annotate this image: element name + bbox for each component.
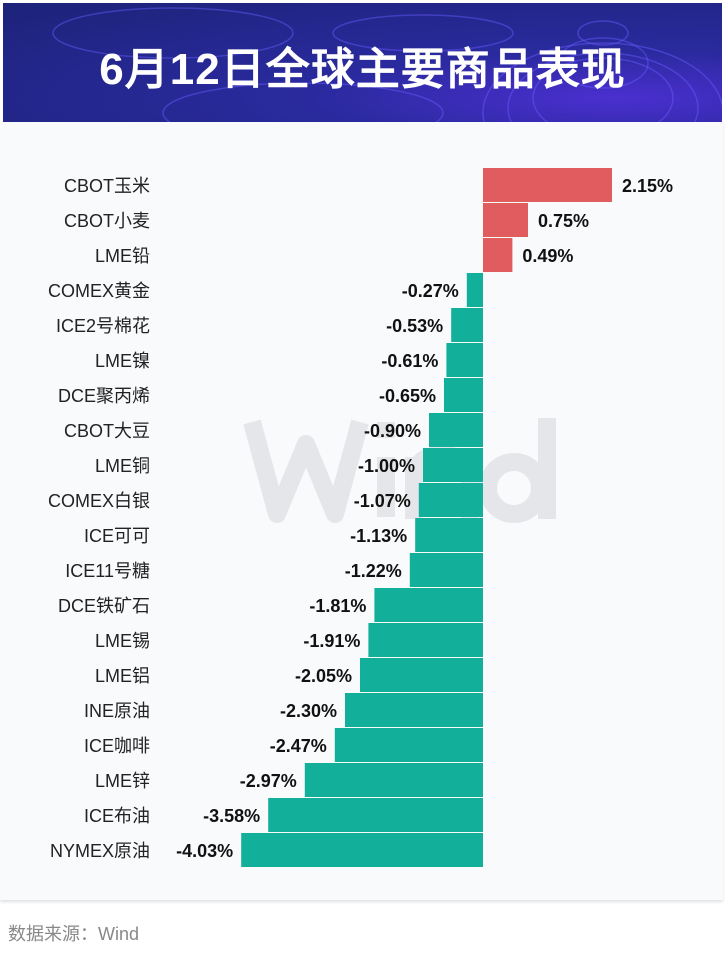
category-label: CBOT大豆 — [64, 421, 150, 441]
bar — [466, 273, 483, 307]
category-label: COMEX黄金 — [48, 281, 150, 301]
data-label: -2.47% — [270, 736, 327, 756]
category-label: LME铝 — [95, 666, 150, 686]
category-label: LME镍 — [95, 351, 150, 371]
category-label: NYMEX原油 — [50, 841, 150, 861]
bar — [418, 483, 483, 517]
bar — [423, 448, 483, 482]
category-label: ICE11号糖 — [65, 561, 150, 581]
bar — [444, 378, 483, 412]
data-label: -0.61% — [381, 351, 438, 371]
bar — [368, 623, 483, 657]
category-label: ICE可可 — [84, 526, 150, 546]
data-label: 0.75% — [538, 211, 589, 231]
data-label: -1.81% — [309, 596, 366, 616]
bar — [429, 413, 483, 447]
data-label: -1.07% — [354, 491, 411, 511]
bar — [345, 693, 483, 727]
bar — [451, 308, 483, 342]
page-title: 6月12日全球主要商品表现 — [99, 45, 626, 94]
data-label: -0.27% — [402, 281, 459, 301]
bar — [360, 658, 483, 692]
category-label: ICE咖啡 — [84, 736, 150, 756]
data-label: -4.03% — [176, 841, 233, 861]
data-label: -2.97% — [240, 771, 297, 791]
bar — [483, 238, 513, 272]
category-label: LME锡 — [95, 631, 150, 651]
data-label: -1.91% — [303, 631, 360, 651]
bar — [483, 168, 612, 202]
category-label: LME铅 — [95, 246, 150, 266]
header-banner: 6月12日全球主要商品表现 — [3, 3, 722, 122]
data-label: 2.15% — [622, 176, 673, 196]
category-label: COMEX白银 — [48, 491, 150, 511]
bar — [446, 343, 483, 377]
bar — [409, 553, 483, 587]
contour-background-decoration — [52, 7, 722, 122]
data-label: -0.90% — [364, 421, 421, 441]
data-label: -0.53% — [386, 316, 443, 336]
bar — [334, 728, 483, 762]
data-label: -1.13% — [350, 526, 407, 546]
category-label: DCE铁矿石 — [58, 596, 150, 616]
data-source: 数据来源：Wind — [8, 924, 140, 944]
category-label: CBOT玉米 — [64, 176, 150, 196]
bar — [374, 588, 483, 622]
bar-chart: CBOT玉米 2.15% CBOT小麦 0.75% LME铅 0.49% COMEX黄金 -0… — [48, 168, 673, 867]
bar — [304, 763, 483, 797]
chart-card: CBOT玉米 2.15% CBOT小麦 0.75% LME铅 0.49% COMEX黄金 -0… — [0, 122, 723, 900]
bar — [483, 203, 528, 237]
data-label: -1.00% — [358, 456, 415, 476]
bar — [415, 518, 483, 552]
category-label: ICE2号棉花 — [56, 316, 150, 336]
data-label: -2.05% — [295, 666, 352, 686]
data-label: -3.58% — [203, 806, 260, 826]
data-label: -2.30% — [280, 701, 337, 721]
category-label: ICE布油 — [84, 806, 150, 826]
category-label: DCE聚丙烯 — [58, 386, 150, 406]
category-label: CBOT小麦 — [64, 211, 150, 231]
data-label: -0.65% — [379, 386, 436, 406]
category-label: LME铜 — [95, 456, 150, 476]
category-label: LME锌 — [95, 771, 150, 791]
bar — [268, 798, 483, 832]
data-label: -1.22% — [345, 561, 402, 581]
category-label: INE原油 — [84, 701, 150, 721]
data-label: 0.49% — [522, 246, 573, 266]
bar — [241, 833, 483, 867]
